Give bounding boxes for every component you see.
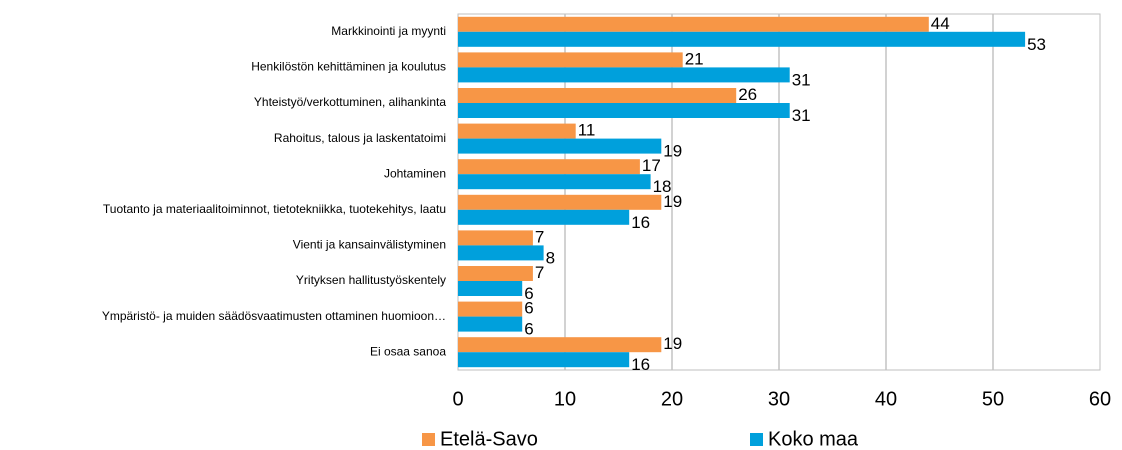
data-label: 44 — [931, 14, 950, 33]
data-label: 31 — [792, 70, 811, 89]
y-tick-label: Yhteistyö/verkottuminen, alihankinta — [254, 95, 446, 109]
data-label: 6 — [524, 299, 533, 318]
legend-label: Koko maa — [768, 428, 859, 450]
bar — [458, 245, 544, 261]
x-tick-label: 30 — [768, 388, 790, 410]
bar — [458, 31, 1026, 47]
y-tick-label: Yrityksen hallitustyöskentely — [296, 273, 446, 287]
x-tick-label: 60 — [1089, 388, 1111, 410]
data-label: 18 — [653, 177, 672, 196]
bar — [458, 88, 737, 103]
bar — [458, 301, 523, 317]
data-label: 31 — [792, 106, 811, 125]
y-tick-label: Ei osaa sanoa — [370, 344, 446, 358]
bar — [458, 103, 790, 118]
y-tick-label: Johtaminen — [384, 166, 446, 180]
data-label: 19 — [663, 192, 682, 211]
data-label: 6 — [524, 284, 533, 303]
data-label: 11 — [578, 121, 596, 140]
data-label: 26 — [738, 85, 757, 104]
x-tick-label: 50 — [982, 388, 1004, 410]
bar — [458, 337, 662, 353]
bar — [458, 316, 523, 332]
legend-swatch — [750, 433, 763, 446]
y-tick-label: Tuotanto ja materiaalitoiminnot, tietote… — [103, 202, 446, 216]
y-tick-label: Rahoitus, talous ja laskentatoimi — [274, 131, 446, 145]
data-label: 16 — [631, 213, 650, 232]
y-tick-label: Markkinointi ja myynti — [331, 24, 446, 38]
bar — [458, 230, 533, 246]
data-label: 53 — [1027, 35, 1046, 54]
bar — [458, 52, 683, 68]
y-tick-label: Ympäristö- ja muiden säädösvaatimusten o… — [102, 309, 446, 323]
bar — [458, 138, 662, 154]
bar — [458, 194, 662, 210]
x-tick-label: 40 — [875, 388, 897, 410]
x-tick-label: 20 — [661, 388, 683, 410]
data-label: 16 — [631, 355, 650, 374]
bar — [458, 281, 523, 296]
y-tick-label: Henkilöstön kehittäminen ja koulutus — [251, 60, 446, 74]
legend-swatch — [422, 433, 435, 446]
data-label: 8 — [546, 248, 555, 267]
legend-label: Etelä-Savo — [440, 428, 538, 450]
data-label: 17 — [642, 156, 661, 175]
data-label: 6 — [524, 320, 533, 339]
bar — [458, 67, 790, 83]
bar — [458, 159, 640, 175]
data-label: 19 — [663, 142, 682, 161]
data-label: 7 — [535, 263, 544, 282]
bar — [458, 352, 630, 368]
bar — [458, 209, 630, 225]
data-label: 19 — [663, 334, 682, 353]
bar — [458, 174, 651, 190]
y-tick-label: Vienti ja kansainvälistyminen — [293, 238, 446, 252]
x-tick-label: 0 — [452, 388, 463, 410]
plot-frame — [457, 13, 1101, 371]
data-label: 21 — [685, 49, 704, 68]
x-tick-label: 10 — [554, 388, 576, 410]
bar — [458, 266, 533, 281]
bar — [458, 123, 576, 139]
data-label: 7 — [535, 227, 544, 246]
bar — [458, 16, 929, 32]
